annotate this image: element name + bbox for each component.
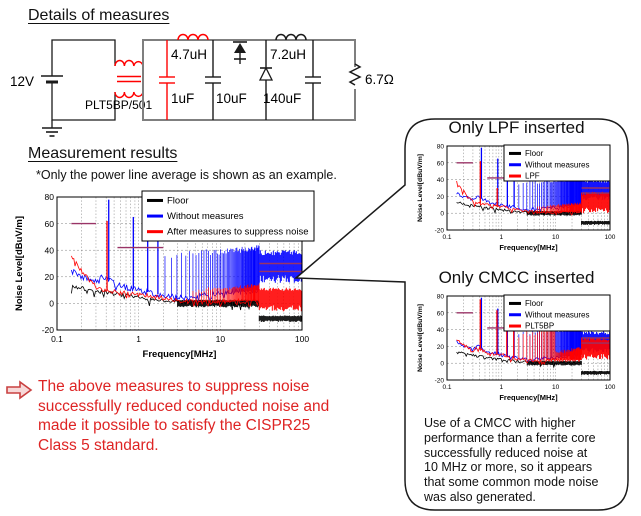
x-tick-label: 0.1 [51, 334, 63, 344]
load-resistor-label: 6.7Ω [365, 72, 394, 87]
output-inductor-label: 7.2uH [270, 47, 306, 62]
callout-body-text: Use of a CMCC with higher performance th… [424, 416, 599, 504]
legend-label: LPF [525, 172, 540, 181]
input-capacitor-symbol [205, 40, 221, 120]
legend-label: Floor [167, 196, 189, 207]
legend-box [503, 144, 611, 182]
details-heading: Details of measures [28, 7, 170, 24]
legend-label: Without measures [525, 160, 589, 169]
y-tick-label: 20 [437, 194, 445, 201]
legend-box [503, 294, 611, 332]
y-tick-label: 60 [437, 310, 445, 317]
series-floor [456, 351, 611, 375]
legend-label: Without measures [167, 211, 244, 222]
y-tick-label: 80 [437, 143, 445, 150]
output-inductor-symbol [275, 33, 307, 41]
x-axis-label: Frequency[MHz] [499, 243, 558, 252]
cmcc-chart-title: Only CMCC inserted [438, 268, 595, 287]
y-tick-label: 60 [437, 160, 445, 167]
y-tick-label: 40 [45, 245, 55, 255]
y-tick-label: -20 [435, 227, 445, 234]
y-tick-label: 40 [437, 177, 445, 184]
x-tick-label: 1 [136, 334, 141, 344]
y-axis-label: Noise Level[dBuV/m] [417, 304, 424, 372]
switch-diode-icon [233, 41, 247, 64]
lpf-capacitor-label: 1uF [171, 91, 194, 106]
cmcc-label: PLT5BP/501 [85, 98, 152, 112]
shunt-diode-icon [258, 40, 274, 120]
x-tick-label: 0.1 [442, 384, 451, 391]
y-tick-label: -20 [42, 325, 55, 335]
input-capacitor-label: 10uF [216, 91, 247, 106]
x-tick-label: 10 [552, 234, 560, 241]
y-tick-label: 80 [437, 293, 445, 300]
y-tick-label: 0 [440, 361, 444, 368]
y-tick-label: 20 [45, 272, 55, 282]
source-loop-wire [51, 39, 116, 121]
y-axis-label: Noise Level[dBuV/m] [417, 154, 424, 222]
x-tick-label: 100 [605, 234, 616, 241]
x-tick-label: 100 [605, 384, 616, 391]
cmcc-chart: 80 60 40 20 0 -200.1 1 10 100 Frequency[MHz] Noise… [417, 293, 616, 402]
battery-icon [41, 74, 63, 84]
series-lpf [456, 161, 611, 216]
resistor-mask [351, 67, 359, 89]
main-measurement-chart: 80 60 40 20 0 -200.1 1 10 100 Frequency[MHz] Noise… [14, 190, 315, 360]
lpf-capacitor-symbol [159, 40, 175, 120]
x-tick-label: 10 [552, 384, 560, 391]
x-axis-label: Frequency[MHz] [143, 349, 217, 360]
x-tick-label: 100 [295, 334, 309, 344]
conclusion-arrow-icon [6, 380, 33, 400]
y-tick-label: -20 [435, 377, 445, 384]
x-tick-label: 10 [216, 334, 226, 344]
lpf-inductor-symbol [177, 33, 209, 41]
y-tick-label: 0 [49, 299, 54, 309]
legend-label: PLT5BP [525, 322, 554, 331]
series-without-measures [71, 199, 302, 302]
legend-box [141, 190, 315, 242]
legend-label: Without measures [525, 310, 589, 319]
output-capacitor-label: 140uF [263, 91, 301, 106]
x-tick-label: 1 [500, 234, 504, 241]
y-tick-label: 0 [440, 211, 444, 218]
results-heading: Measurement results [28, 145, 178, 162]
y-tick-label: 20 [437, 344, 445, 351]
legend-label: After measures to suppress noise [167, 227, 309, 238]
y-axis-label: Noise Level[dBuV/m] [14, 216, 25, 311]
load-resistor-symbol [348, 63, 362, 86]
lpf-inductor-label: 4.7uH [171, 47, 207, 62]
source-voltage-label: 12V [10, 74, 34, 89]
y-tick-label: 80 [45, 192, 55, 202]
circuit-diagram: 12V PLT5BP/501 1uF 4.7uH [10, 33, 394, 137]
legend-label: Floor [525, 149, 544, 158]
legend-label: Floor [525, 299, 544, 308]
cmcc-symbol [114, 59, 144, 99]
conclusion-text: The above measures to suppress noise suc… [38, 378, 330, 454]
y-tick-label: 60 [45, 219, 55, 229]
ground-icon [42, 120, 62, 137]
output-capacitor-symbol [305, 40, 321, 120]
x-tick-label: 0.1 [442, 234, 451, 241]
y-tick-label: 40 [437, 327, 445, 334]
x-axis-label: Frequency[MHz] [499, 393, 558, 402]
results-note: *Only the power line average is shown as… [36, 168, 337, 182]
lpf-chart-title: Only LPF inserted [448, 118, 585, 137]
x-tick-label: 1 [500, 384, 504, 391]
lpf-chart: 80 60 40 20 0 -200.1 1 10 100 Frequency[MHz] Noise… [417, 143, 616, 252]
